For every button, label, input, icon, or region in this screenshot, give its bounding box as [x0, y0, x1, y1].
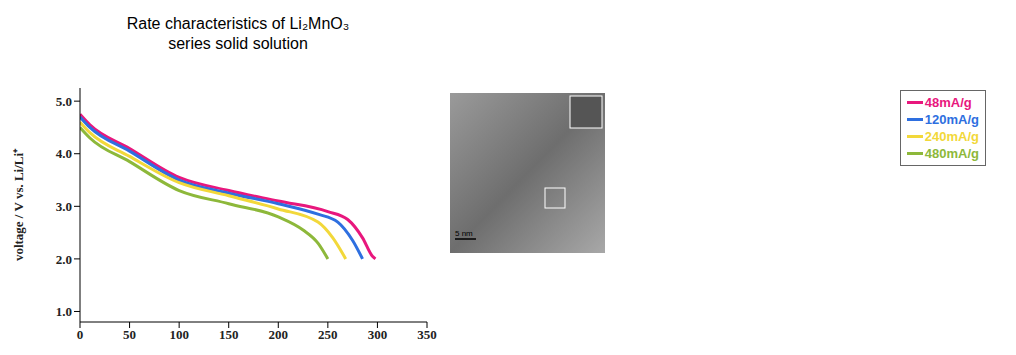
- svg-text:3.0: 3.0: [56, 199, 72, 214]
- svg-text:2.0: 2.0: [56, 252, 72, 267]
- svg-text:50: 50: [123, 327, 136, 342]
- svg-text:200: 200: [269, 327, 289, 342]
- svg-text:1.0: 1.0: [56, 304, 72, 319]
- svg-text:5.0: 5.0: [56, 94, 72, 109]
- svg-text:150: 150: [219, 327, 239, 342]
- svg-text:350: 350: [417, 327, 437, 342]
- html-text:Rate characteristics of Li₂MnO: Rate characteristics of Li₂MnO₃: [126, 15, 350, 32]
- svg-text:250: 250: [318, 327, 338, 342]
- html-text:series solid solution: series solid solution: [168, 35, 308, 52]
- svg-text:4.0: 4.0: [56, 146, 72, 161]
- html-text:120mA/g: 120mA/g: [924, 112, 979, 127]
- html-text:48mA/g: 48mA/g: [924, 95, 972, 110]
- svg-text:100: 100: [169, 327, 189, 342]
- svg-text:300: 300: [368, 327, 388, 342]
- svg-text:0: 0: [77, 327, 84, 342]
- svg-text:voltage / V vs. Li/Li⁺: voltage / V vs. Li/Li⁺: [11, 148, 26, 261]
- svg-text:5 nm: 5 nm: [455, 229, 473, 238]
- html-text:240mA/g: 240mA/g: [924, 129, 979, 144]
- html-text:480mA/g: 480mA/g: [924, 146, 979, 161]
